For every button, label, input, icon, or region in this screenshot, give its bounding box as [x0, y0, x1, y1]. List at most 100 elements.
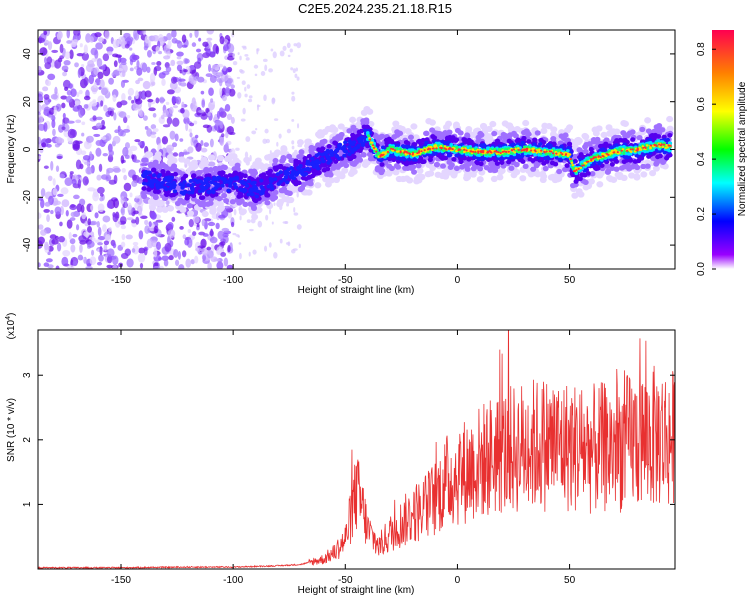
- ridge-blob: [550, 126, 558, 133]
- ridge-blob: [457, 130, 464, 136]
- ridge-blob: [171, 185, 176, 190]
- noise-blob: [99, 196, 104, 202]
- noise-blob: [292, 68, 296, 74]
- noise-blob: [263, 94, 267, 102]
- ridge-blob: [527, 171, 535, 178]
- noise-blob: [149, 72, 156, 83]
- noise-blob: [166, 116, 173, 125]
- noise-blob: [61, 199, 70, 208]
- noise-blob: [131, 154, 135, 160]
- ridge-blob: [581, 132, 589, 140]
- noise-blob: [262, 138, 268, 144]
- ridge-blob: [198, 195, 205, 201]
- noise-blob: [265, 214, 269, 221]
- noise-blob: [153, 225, 159, 234]
- noise-blob: [81, 211, 87, 220]
- noise-blob: [106, 169, 110, 177]
- noise-blob: [144, 90, 152, 98]
- noise-blob: [85, 63, 94, 73]
- noise-blob: [135, 79, 140, 85]
- ridge-blob: [206, 183, 211, 188]
- noise-blob: [176, 64, 183, 72]
- ridge-blob: [358, 136, 363, 141]
- noise-blob: [102, 152, 109, 157]
- ridge-blob: [154, 183, 160, 188]
- ridge-blob: [498, 167, 506, 174]
- ridge-blob: [363, 128, 368, 133]
- noise-blob: [189, 65, 196, 70]
- noise-blob: [119, 216, 127, 225]
- ridge-blob: [350, 168, 358, 175]
- ridge-blob: [272, 157, 279, 164]
- noise-blob: [148, 107, 156, 112]
- ridge-blob: [626, 166, 633, 172]
- ridge-blob: [640, 163, 647, 170]
- noise-blob: [217, 230, 225, 240]
- ridge-blob: [657, 153, 663, 159]
- noise-blob: [284, 220, 289, 225]
- noise-blob: [75, 224, 80, 231]
- noise-blob: [108, 179, 117, 185]
- ridge-blob: [181, 183, 186, 188]
- noise-blob: [81, 132, 85, 137]
- noise-blob: [54, 143, 61, 148]
- noise-blob: [178, 78, 186, 82]
- ridge-blob: [286, 167, 291, 172]
- noise-blob: [95, 147, 102, 157]
- noise-blob: [290, 67, 294, 71]
- noise-blob: [46, 214, 50, 223]
- noise-blob: [255, 127, 258, 131]
- noise-blob: [112, 135, 121, 144]
- ridge-blob: [449, 138, 456, 143]
- ridge-blob: [616, 173, 624, 181]
- ridge-blob: [335, 133, 342, 140]
- ridge-blob: [246, 179, 252, 184]
- noise-blob: [44, 106, 51, 112]
- ridge-blob: [298, 163, 303, 168]
- noise-blob: [81, 63, 85, 68]
- ridge-blob: [405, 141, 411, 146]
- noise-blob: [92, 115, 97, 121]
- noise-blob: [141, 91, 146, 99]
- ridge-blob: [374, 165, 381, 171]
- noise-blob: [38, 212, 42, 219]
- noise-blob: [121, 92, 126, 102]
- ridge-blob: [280, 146, 288, 153]
- noise-blob: [97, 203, 105, 213]
- noise-blob: [219, 36, 225, 45]
- noise-blob: [207, 221, 216, 227]
- ridge-blob: [303, 172, 309, 176]
- noise-blob: [200, 139, 204, 146]
- ridge-blob: [304, 138, 312, 145]
- ridge-blob: [589, 171, 596, 177]
- ridge-blob: [425, 118, 433, 125]
- noise-blob: [140, 162, 148, 167]
- ridge-blob: [160, 169, 166, 174]
- noise-blob: [131, 248, 136, 253]
- noise-blob: [195, 48, 202, 53]
- ridge-blob: [609, 161, 615, 167]
- noise-blob: [51, 238, 59, 245]
- noise-blob: [182, 234, 187, 240]
- ridge-blob: [335, 164, 342, 170]
- noise-blob: [133, 30, 138, 40]
- noise-blob: [286, 42, 291, 49]
- noise-blob: [151, 35, 160, 42]
- ridge-blob: [341, 167, 349, 174]
- noise-blob: [112, 53, 119, 58]
- noise-blob: [85, 135, 94, 143]
- ridge-blob: [427, 157, 433, 163]
- noise-blob: [179, 138, 184, 142]
- ridge-blob: [270, 186, 275, 191]
- noise-blob: [164, 242, 172, 252]
- noise-blob: [70, 41, 77, 48]
- noise-blob: [64, 86, 69, 91]
- noise-blob: [132, 210, 139, 215]
- ridge-blob: [250, 172, 257, 178]
- noise-blob: [134, 139, 141, 143]
- noise-blob: [41, 51, 45, 56]
- ridge-blob: [547, 174, 555, 181]
- noise-blob: [137, 77, 144, 82]
- noise-blob: [98, 86, 102, 90]
- noise-blob: [79, 198, 86, 206]
